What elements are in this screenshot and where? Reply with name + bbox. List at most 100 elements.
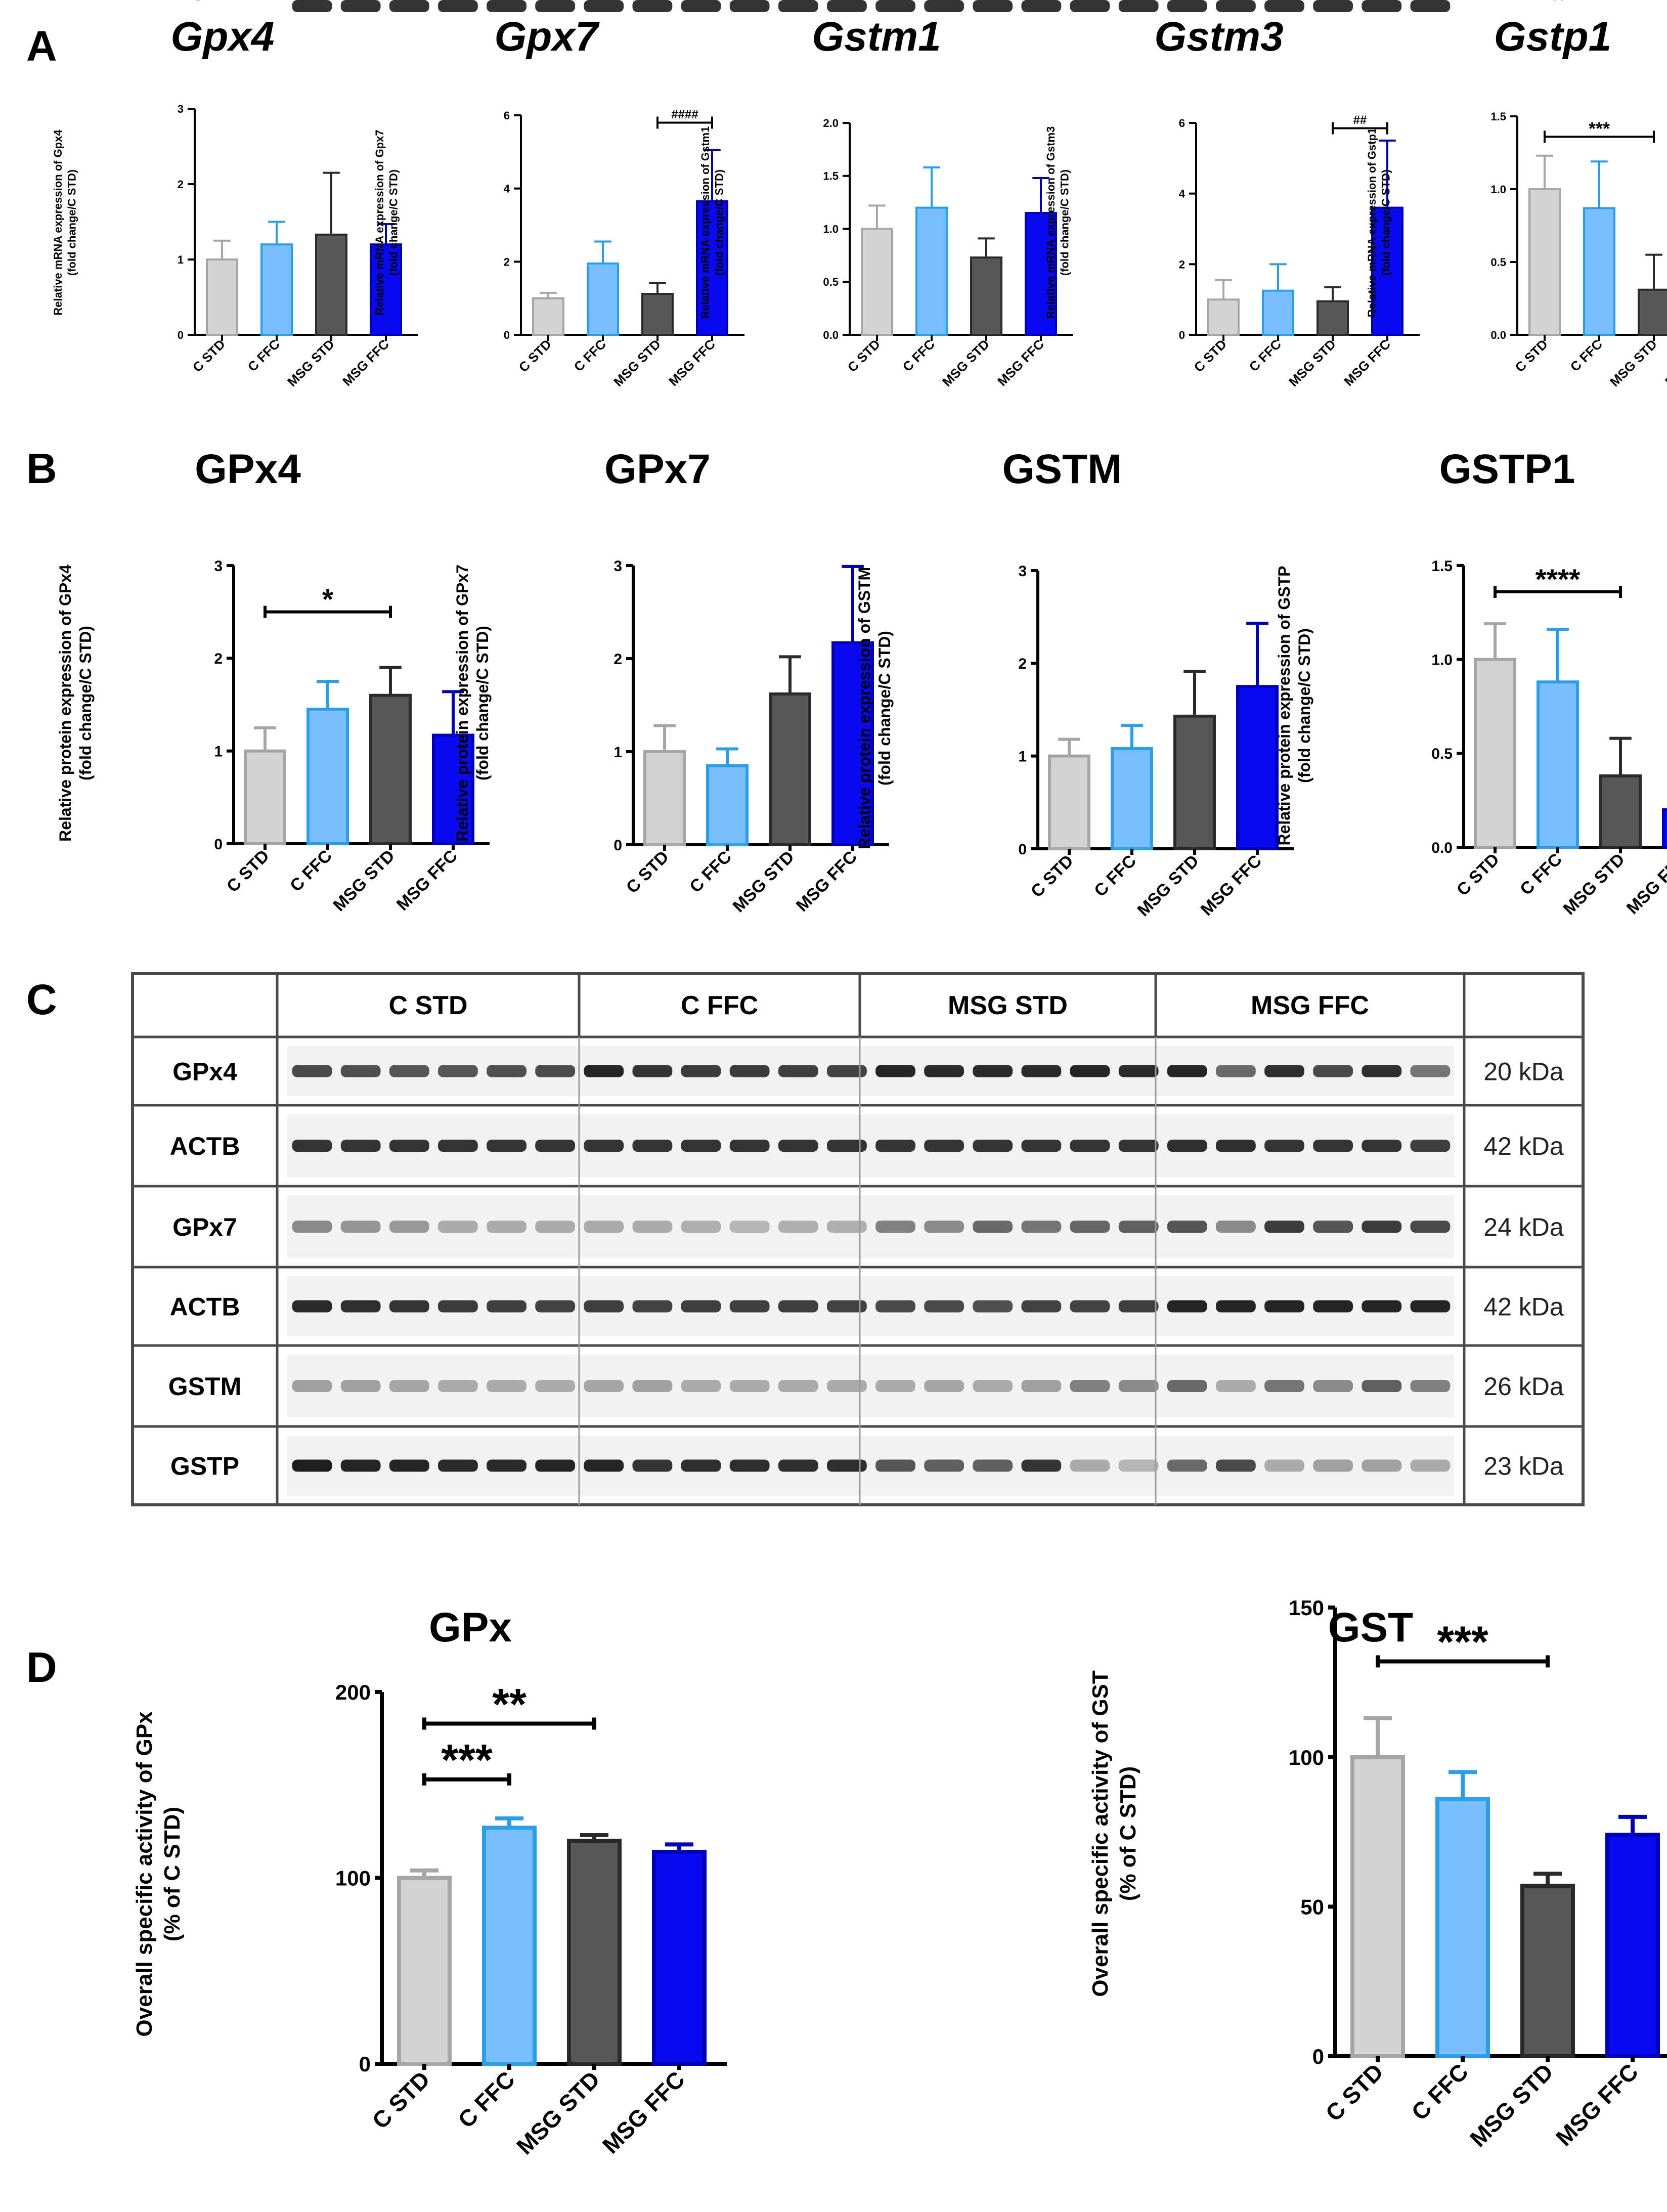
y-tick-label: 6 — [504, 109, 510, 122]
blot-band — [1362, 1221, 1402, 1233]
chart-title: GST — [1328, 1604, 1414, 1651]
blot-band — [389, 1221, 429, 1233]
blot-band — [1021, 1300, 1062, 1313]
blot-band — [875, 1065, 915, 1077]
y-axis-label: Relative mRNA expression of Gstm3 (fold c… — [1044, 126, 1071, 319]
blot-band — [1118, 1065, 1159, 1077]
blot-band — [1215, 0, 1256, 12]
chart-title: Gpx7 — [494, 14, 599, 60]
blot-band — [1021, 0, 1062, 12]
blot-band — [1313, 1459, 1353, 1472]
y-tick-label: 1.5 — [1431, 558, 1453, 575]
x-tick-label: MSG FFC — [339, 336, 392, 389]
x-tick-label: C FFC — [1246, 336, 1284, 374]
blot-band — [729, 1221, 770, 1233]
blot-band — [292, 1221, 332, 1233]
y-axis-label-line: (fold change/C STD) — [473, 626, 492, 780]
blot-group-header: MSG STD — [948, 991, 1068, 1020]
blot-membrane — [287, 1436, 1454, 1496]
bar-c-std — [206, 258, 238, 336]
blot-band — [340, 1140, 381, 1152]
bar-c-std — [397, 1876, 452, 2066]
blot-band — [1410, 1140, 1451, 1152]
x-tick-label: MSG STD — [1607, 336, 1660, 389]
blot-band — [1362, 1459, 1402, 1472]
y-axis-label: Relative protein expression of GPx4 (fold… — [56, 565, 95, 842]
bar-msg-ffc — [1236, 685, 1279, 850]
significance-label: *** — [1437, 1618, 1488, 1667]
x-tick-label: MSG STD — [1286, 336, 1339, 389]
blot-band — [729, 0, 770, 12]
blot-band — [826, 1300, 867, 1313]
blot-band — [973, 1221, 1013, 1233]
blot-band — [875, 0, 915, 12]
blot-band — [875, 1459, 915, 1472]
bar-msg-std — [1317, 300, 1349, 336]
x-tick-label: C FFC — [286, 846, 336, 896]
y-axis-label-line: Relative protein expression of GPx7 — [453, 565, 471, 842]
blot-band — [1215, 1380, 1256, 1392]
bar-c-std — [861, 228, 893, 336]
blot-band — [584, 1459, 624, 1472]
y-axis-label-line: Overall specific activity of GST — [1088, 1670, 1113, 1997]
y-tick-label: 1.0 — [1490, 183, 1506, 196]
x-tick-label: C FFC — [571, 336, 609, 374]
blot-band — [389, 1459, 429, 1472]
blot-band — [1167, 0, 1207, 12]
chart-b3: GSTM Relative protein expression of GSTM(… — [855, 446, 1294, 920]
blot-band — [584, 1065, 624, 1077]
y-axis-label-line: Relative protein expression of GSTM — [855, 567, 873, 849]
x-tick-label: C FFC — [900, 336, 938, 374]
y-tick-label: 0 — [359, 2052, 371, 2076]
x-tick-label: MSG FFC — [1341, 336, 1393, 389]
blot-band — [1313, 1380, 1353, 1392]
x-tick-label: MSG FFC — [1623, 850, 1667, 918]
x-tick-label: C FFC — [686, 847, 735, 897]
y-axis-label: Relative protein expression of GPx7 (fold… — [453, 565, 492, 842]
blot-band — [535, 1140, 576, 1152]
blot-band — [924, 1380, 964, 1392]
bar-c-std — [643, 750, 686, 846]
blot-band — [1167, 1459, 1207, 1472]
blot-band — [535, 0, 576, 12]
chart-title: GPx7 — [604, 446, 711, 492]
x-tick-label: C STD — [623, 847, 673, 897]
blot-band — [1021, 1065, 1062, 1077]
chart-a5: Gstp1 Relative mRNA expression of Gstp1 (f… — [1366, 14, 1667, 389]
y-tick-label: 2 — [1018, 656, 1027, 672]
blot-band — [292, 1140, 332, 1152]
blot-membrane — [287, 1355, 1454, 1417]
bar-msg-std — [1173, 714, 1216, 851]
blot-band — [487, 1459, 527, 1472]
blot-band — [1118, 0, 1159, 12]
chart-d1: GPx Overall specific activity of GPx (% of… — [132, 1604, 727, 2159]
x-tick-label: C FFC — [1090, 851, 1140, 901]
blot-band — [1215, 1221, 1256, 1233]
chart-title: Gstm1 — [812, 14, 941, 60]
blot-band — [1313, 0, 1353, 12]
x-tick-label: C FFC — [1406, 2058, 1473, 2126]
y-tick-label: 0.5 — [1431, 746, 1453, 762]
blot-band — [1410, 1300, 1451, 1313]
y-tick-label: 2 — [504, 255, 510, 268]
blot-band — [340, 1221, 381, 1233]
blot-band — [924, 1140, 964, 1152]
y-tick-label: 1 — [613, 744, 622, 761]
bar-msg-std — [1638, 288, 1667, 336]
blot-band — [875, 1140, 915, 1152]
blot-band — [1362, 1065, 1402, 1077]
blot-band — [1021, 1459, 1062, 1472]
blot-band — [1118, 1221, 1159, 1233]
blot-membrane — [287, 1046, 1454, 1096]
blot-band — [487, 1380, 527, 1392]
blot-band — [437, 1140, 478, 1152]
blot-band — [973, 1300, 1013, 1313]
blot-group-header: C FFC — [681, 991, 758, 1020]
x-tick-label: MSG STD — [939, 336, 992, 389]
bar-msg-std — [567, 1839, 622, 2066]
y-axis-label-line: (% of C STD) — [160, 1807, 185, 1941]
y-tick-label: 3 — [1018, 563, 1027, 580]
blot-band — [584, 1221, 624, 1233]
